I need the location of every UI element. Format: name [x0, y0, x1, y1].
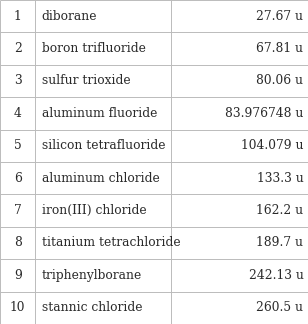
Text: 4: 4 — [14, 107, 22, 120]
Text: 10: 10 — [10, 301, 26, 314]
Text: iron(III) chloride: iron(III) chloride — [42, 204, 146, 217]
Text: 162.2 u: 162.2 u — [256, 204, 303, 217]
Text: 80.06 u: 80.06 u — [256, 75, 303, 87]
Text: 2: 2 — [14, 42, 22, 55]
Text: aluminum fluoride: aluminum fluoride — [42, 107, 157, 120]
Text: boron trifluoride: boron trifluoride — [42, 42, 145, 55]
Text: 6: 6 — [14, 172, 22, 185]
Text: 67.81 u: 67.81 u — [256, 42, 303, 55]
Text: 27.67 u: 27.67 u — [256, 10, 303, 23]
Text: 189.7 u: 189.7 u — [256, 237, 303, 249]
Text: aluminum chloride: aluminum chloride — [42, 172, 159, 185]
Text: 242.13 u: 242.13 u — [249, 269, 303, 282]
Text: sulfur trioxide: sulfur trioxide — [42, 75, 130, 87]
Text: silicon tetrafluoride: silicon tetrafluoride — [42, 139, 165, 152]
Text: 260.5 u: 260.5 u — [256, 301, 303, 314]
Text: 104.079 u: 104.079 u — [241, 139, 303, 152]
Text: 8: 8 — [14, 237, 22, 249]
Text: 133.3 u: 133.3 u — [257, 172, 303, 185]
Text: stannic chloride: stannic chloride — [42, 301, 142, 314]
Text: 1: 1 — [14, 10, 22, 23]
Text: diborane: diborane — [42, 10, 97, 23]
Text: triphenylborane: triphenylborane — [42, 269, 142, 282]
Text: 3: 3 — [14, 75, 22, 87]
Text: 83.976748 u: 83.976748 u — [225, 107, 303, 120]
Text: 9: 9 — [14, 269, 22, 282]
Text: titanium tetrachloride: titanium tetrachloride — [42, 237, 180, 249]
Text: 7: 7 — [14, 204, 22, 217]
Text: 5: 5 — [14, 139, 22, 152]
